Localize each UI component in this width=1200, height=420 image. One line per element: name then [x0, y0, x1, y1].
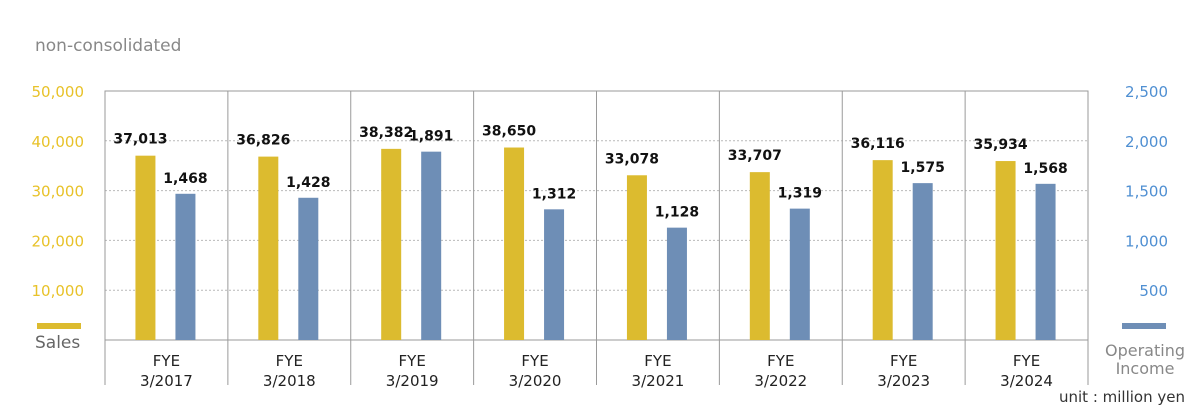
left-axis-tick-label: 40,000	[32, 133, 85, 151]
left-axis-tick-label: 30,000	[32, 183, 85, 201]
income-bar	[298, 197, 319, 340]
income-legend-label: Operating	[1105, 341, 1185, 360]
category-label: FYE	[153, 352, 180, 370]
category-label: FYE	[644, 352, 671, 370]
income-data-label: 1,312	[532, 186, 576, 202]
income-data-label: 1,468	[163, 171, 207, 187]
right-axis-tick-label: 500	[1139, 282, 1168, 300]
income-bar	[912, 183, 933, 340]
category-label: 3/2022	[754, 372, 807, 390]
category-label: FYE	[890, 352, 917, 370]
category-label: FYE	[521, 352, 548, 370]
sales-data-label: 36,826	[236, 133, 290, 149]
sales-legend-swatch	[37, 323, 81, 329]
right-axis-tick-label: 1,500	[1125, 183, 1168, 201]
sales-bar	[995, 161, 1016, 340]
sales-data-label: 36,116	[851, 136, 905, 152]
income-bar	[175, 193, 196, 340]
category-label: 3/2021	[632, 372, 685, 390]
sales-data-label: 38,382	[359, 125, 413, 141]
unit-label: unit : million yen	[1059, 388, 1185, 406]
category-label: 3/2017	[140, 372, 193, 390]
category-label: FYE	[1013, 352, 1040, 370]
sales-data-label: 37,013	[113, 132, 167, 148]
sales-bar	[135, 155, 156, 340]
income-bar	[421, 151, 442, 340]
category-label: 3/2018	[263, 372, 316, 390]
income-data-label: 1,428	[286, 175, 330, 191]
category-label: 3/2024	[1000, 372, 1053, 390]
sales-data-label: 33,707	[728, 148, 782, 164]
right-axis-tick-label: 2,000	[1125, 133, 1168, 151]
sales-bar	[258, 156, 279, 340]
sales-bar	[872, 160, 893, 340]
left-axis-tick-label: 20,000	[32, 232, 85, 250]
income-data-label: 1,891	[409, 129, 453, 145]
category-label: 3/2019	[386, 372, 439, 390]
right-axis-tick-label: 1,000	[1125, 232, 1168, 250]
sales-bar	[381, 148, 402, 340]
left-axis-tick-label: 10,000	[32, 282, 85, 300]
category-label: 3/2023	[877, 372, 930, 390]
income-bar	[1035, 183, 1056, 340]
left-axis-tick-label: 50,000	[32, 83, 85, 101]
sales-bar	[504, 147, 525, 340]
sales-bar	[626, 175, 647, 340]
category-label: FYE	[767, 352, 794, 370]
sales-bar	[749, 172, 770, 340]
sales-legend-label: Sales	[35, 333, 80, 353]
income-data-label: 1,319	[778, 186, 822, 202]
income-bar	[789, 208, 810, 340]
sales-data-label: 35,934	[974, 137, 1028, 153]
category-label: FYE	[399, 352, 426, 370]
category-label: FYE	[276, 352, 303, 370]
income-bar	[544, 209, 565, 340]
sales-data-label: 33,078	[605, 151, 659, 167]
right-axis-tick-label: 2,500	[1125, 83, 1168, 101]
category-label: 3/2020	[509, 372, 562, 390]
income-data-label: 1,568	[1023, 161, 1067, 177]
income-data-label: 1,128	[655, 205, 699, 221]
income-data-label: 1,575	[901, 160, 945, 176]
income-bar	[666, 227, 687, 340]
income-legend-label: Income	[1116, 359, 1175, 378]
income-legend-swatch	[1122, 323, 1166, 329]
sales-data-label: 38,650	[482, 124, 536, 140]
subtitle: non-consolidated	[35, 36, 182, 56]
